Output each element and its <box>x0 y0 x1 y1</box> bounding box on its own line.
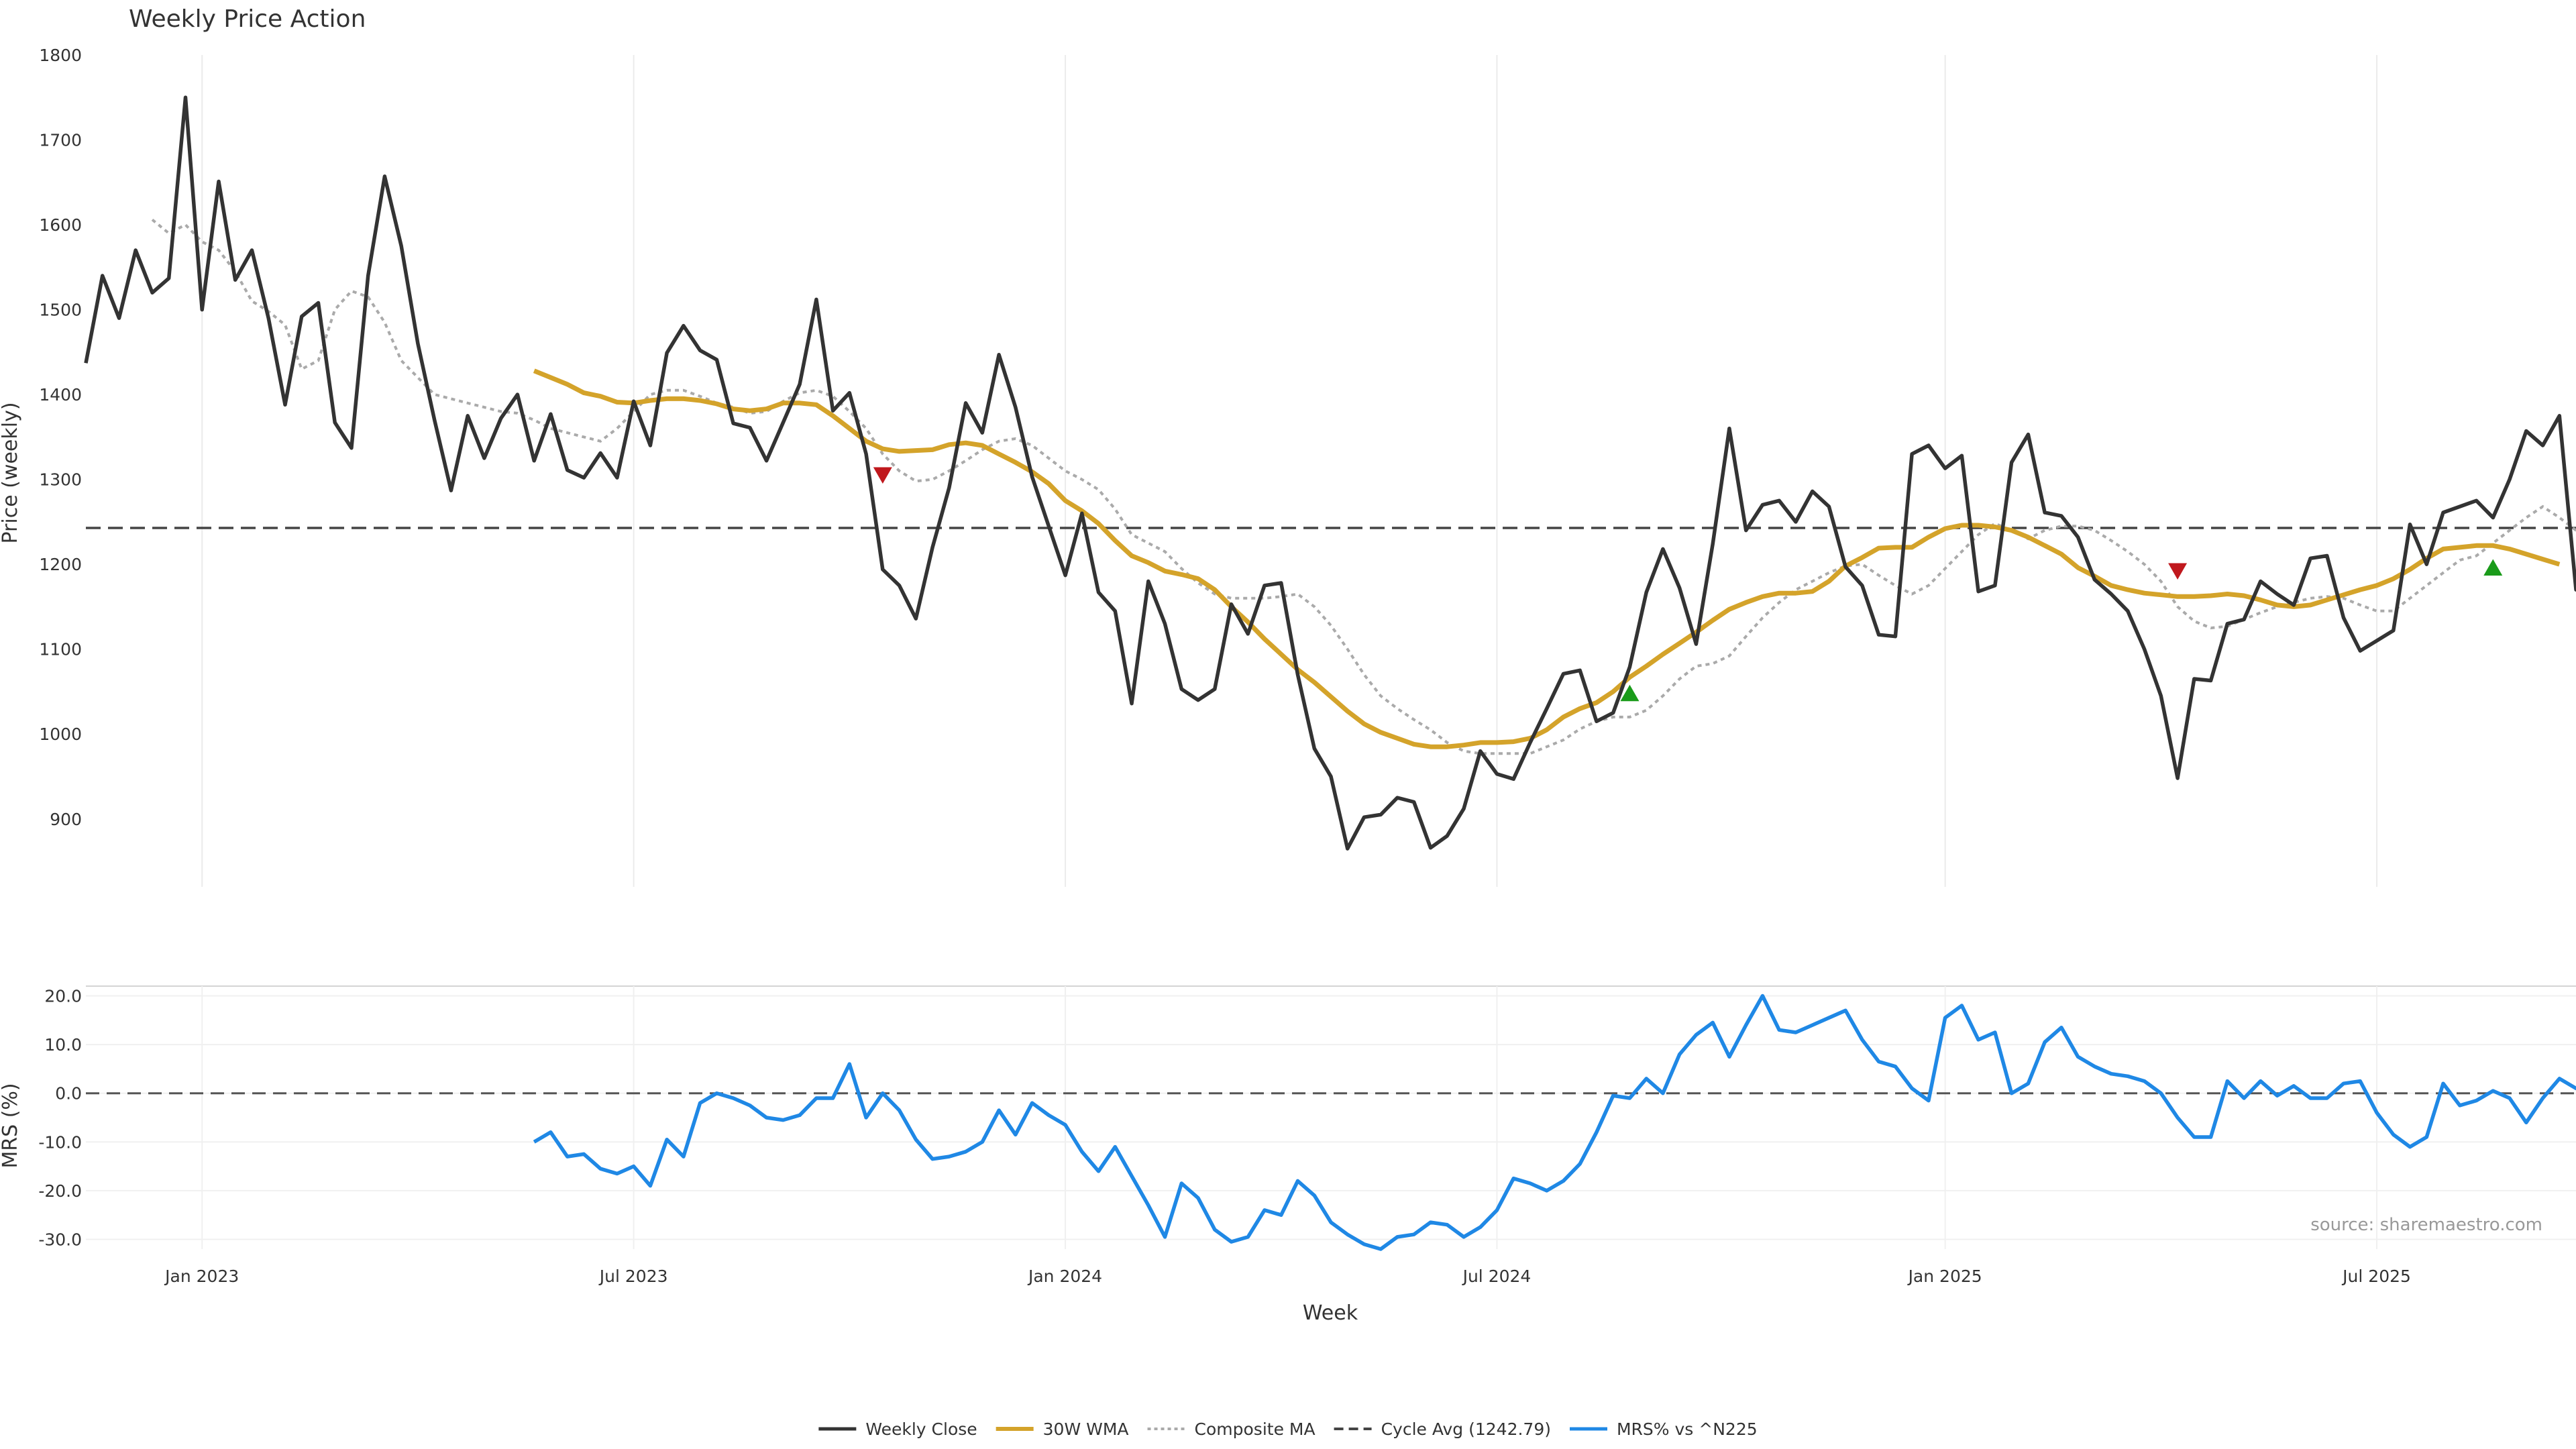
mrs-line <box>533 994 2576 1251</box>
price-grid <box>201 55 2378 887</box>
price-y-ticks: 900 1000 1100 1200 1300 1400 1500 1600 1700 1800 <box>39 46 82 829</box>
price-y-tick-label: 1800 <box>39 46 82 65</box>
mrs-grid <box>86 986 2576 1249</box>
x-tick-label: Jul 2025 <box>2341 1267 2411 1286</box>
mrs-y-label: MRS (%) <box>0 1083 22 1168</box>
wma-30w-line <box>533 368 2561 749</box>
price-y-tick-label: 1300 <box>39 470 82 490</box>
price-y-tick-label: 900 <box>50 810 82 829</box>
x-tick-label: Jan 2025 <box>1907 1267 1982 1286</box>
legend: Weekly Close 30W WMA Composite MA Cycle Avg… <box>818 1419 1758 1439</box>
price-y-tick-label: 1600 <box>39 215 82 235</box>
mrs-y-ticks: -30.0 -20.0 -10.0 0.0 10.0 20.0 <box>38 987 82 1250</box>
weekly-close-line <box>84 95 2576 851</box>
price-y-tick-label: 1700 <box>39 131 82 150</box>
mrs-y-tick-label: 0.0 <box>55 1084 82 1104</box>
source-annotation: source: sharemaestro.com <box>2310 1215 2542 1235</box>
buy-signal-marker <box>1620 684 1640 702</box>
legend-label: 30W WMA <box>1043 1419 1129 1439</box>
x-tick-label: Jul 2024 <box>1462 1267 1532 1286</box>
sell-signal-marker <box>873 467 892 484</box>
mrs-y-tick-label: 10.0 <box>44 1035 82 1055</box>
x-axis-label: Week <box>1303 1301 1358 1325</box>
legend-label: MRS% vs ^N225 <box>1617 1419 1758 1439</box>
sell-signal-marker <box>2168 563 2188 580</box>
price-y-label: Price (weekly) <box>0 402 22 543</box>
mrs-y-tick-label: -30.0 <box>38 1230 82 1249</box>
mrs-y-tick-label: -10.0 <box>38 1132 82 1152</box>
x-axis-ticks: Jan 2023 Jul 2023 Jan 2024 Jul 2024 Jan 2025… <box>164 1267 2411 1286</box>
chart-title: Weekly Price Action <box>129 5 366 33</box>
x-tick-label: Jan 2023 <box>164 1267 239 1286</box>
legend-label: Cycle Avg (1242.79) <box>1381 1419 1551 1439</box>
mrs-y-tick-label: -20.0 <box>38 1181 82 1201</box>
mrs-y-tick-label: 20.0 <box>44 987 82 1006</box>
price-y-tick-label: 1200 <box>39 555 82 574</box>
price-y-tick-label: 1500 <box>39 301 82 320</box>
legend-label: Composite MA <box>1195 1419 1316 1439</box>
price-y-tick-label: 1400 <box>39 385 82 405</box>
price-y-tick-label: 1100 <box>39 640 82 659</box>
buy-signal-marker <box>2483 559 2503 576</box>
signal-markers <box>873 467 2503 702</box>
x-tick-label: Jul 2023 <box>598 1267 668 1286</box>
composite-ma-line <box>151 218 2576 755</box>
price-y-tick-label: 1000 <box>39 724 82 744</box>
x-tick-label: Jan 2024 <box>1027 1267 1102 1286</box>
legend-label: Weekly Close <box>865 1419 977 1439</box>
